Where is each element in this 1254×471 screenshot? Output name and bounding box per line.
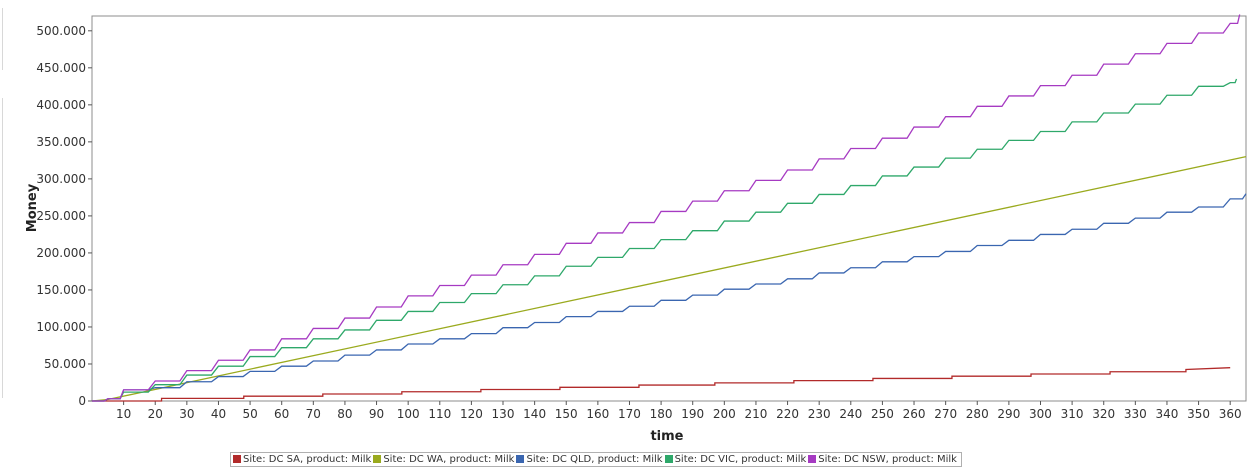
x-tick-label: 280 bbox=[966, 407, 989, 421]
x-tick-label: 330 bbox=[1124, 407, 1147, 421]
legend-label: Site: DC VIC, product: Milk bbox=[674, 454, 807, 465]
legend-item: Site: DC SA, product: Milk bbox=[233, 454, 371, 465]
x-tick-label: 240 bbox=[839, 407, 862, 421]
y-axis-title: Money bbox=[25, 183, 40, 232]
y-tick-label: 400.000 bbox=[36, 98, 86, 112]
legend-item: Site: DC WA, product: Milk bbox=[373, 454, 514, 465]
x-axis-title: time bbox=[650, 429, 683, 444]
series-line-3 bbox=[92, 78, 1238, 402]
x-tick-label: 70 bbox=[306, 407, 321, 421]
y-tick-label: 200.000 bbox=[36, 246, 86, 260]
y-tick-label: 150.000 bbox=[36, 283, 86, 297]
plot-frame bbox=[91, 15, 1247, 402]
x-tick-label: 320 bbox=[1092, 407, 1115, 421]
y-tick-label: 300.000 bbox=[36, 172, 86, 186]
plot-area bbox=[91, 15, 1247, 402]
chart-legend: Site: DC SA, product: Milk Site: DC WA, p… bbox=[230, 452, 962, 467]
x-tick-label: 40 bbox=[211, 407, 226, 421]
x-tick-label: 160 bbox=[586, 407, 609, 421]
y-axis-ticks: 0 50.000 100.000 150.000 200.000 250.000 300.0… bbox=[36, 24, 92, 408]
x-tick-label: 220 bbox=[776, 407, 799, 421]
y-tick-label: 50.000 bbox=[44, 357, 86, 371]
x-tick-label: 170 bbox=[618, 407, 641, 421]
x-tick-label: 140 bbox=[523, 407, 546, 421]
x-tick-label: 200 bbox=[713, 407, 736, 421]
x-tick-label: 180 bbox=[650, 407, 673, 421]
y-tick-label: 0 bbox=[78, 394, 86, 408]
legend-label: Site: DC QLD, product: Milk bbox=[526, 454, 663, 465]
legend-swatch bbox=[808, 455, 817, 463]
x-tick-label: 130 bbox=[492, 407, 515, 421]
legend-label: Site: DC SA, product: Milk bbox=[243, 454, 372, 465]
y-tick-label: 350.000 bbox=[36, 135, 86, 149]
x-tick-label: 340 bbox=[1156, 407, 1179, 421]
legend-swatch bbox=[233, 455, 241, 463]
series-line-2 bbox=[92, 193, 1247, 402]
x-tick-label: 270 bbox=[934, 407, 957, 421]
x-tick-label: 230 bbox=[808, 407, 831, 421]
x-tick-label: 150 bbox=[555, 407, 578, 421]
x-tick-label: 360 bbox=[1219, 407, 1242, 421]
x-tick-label: 90 bbox=[369, 407, 384, 421]
x-tick-label: 300 bbox=[1029, 407, 1052, 421]
series-line-4 bbox=[92, 14, 1241, 402]
x-tick-label: 30 bbox=[179, 407, 194, 421]
x-tick-label: 10 bbox=[116, 407, 131, 421]
left-frame-divider-lower bbox=[2, 98, 3, 398]
x-tick-label: 260 bbox=[903, 407, 926, 421]
legend-item: Site: DC VIC, product: Milk bbox=[664, 454, 807, 465]
x-tick-label: 100 bbox=[397, 407, 420, 421]
x-tick-label: 250 bbox=[871, 407, 894, 421]
x-tick-label: 50 bbox=[242, 407, 257, 421]
x-axis-ticks: 10 20 30 40 50 60 70 80 90 100 110 120 130 140 150 160 1… bbox=[116, 401, 1242, 421]
x-tick-label: 110 bbox=[428, 407, 451, 421]
legend-swatch bbox=[516, 455, 525, 463]
y-tick-label: 500.000 bbox=[36, 24, 86, 38]
y-tick-label: 250.000 bbox=[36, 209, 86, 223]
y-tick-label: 100.000 bbox=[36, 320, 86, 334]
x-tick-label: 190 bbox=[681, 407, 704, 421]
x-tick-label: 20 bbox=[148, 407, 163, 421]
legend-item: Site: DC QLD, product: Milk bbox=[516, 454, 663, 465]
x-tick-label: 60 bbox=[274, 407, 289, 421]
y-tick-label: 450.000 bbox=[36, 61, 86, 75]
x-tick-label: 120 bbox=[460, 407, 483, 421]
legend-swatch bbox=[664, 455, 673, 463]
legend-swatch bbox=[373, 455, 382, 463]
legend-item: Site: DC NSW, product: Milk bbox=[808, 454, 957, 465]
series-layer bbox=[91, 14, 1247, 402]
series-line-0 bbox=[92, 367, 1231, 402]
legend-label: Site: DC NSW, product: Milk bbox=[818, 454, 957, 465]
x-tick-label: 310 bbox=[1061, 407, 1084, 421]
legend-label: Site: DC WA, product: Milk bbox=[383, 454, 515, 465]
x-tick-label: 290 bbox=[997, 407, 1020, 421]
left-frame-divider-upper bbox=[2, 8, 3, 70]
x-tick-label: 210 bbox=[744, 407, 767, 421]
x-tick-label: 350 bbox=[1187, 407, 1210, 421]
x-tick-label: 80 bbox=[337, 407, 352, 421]
